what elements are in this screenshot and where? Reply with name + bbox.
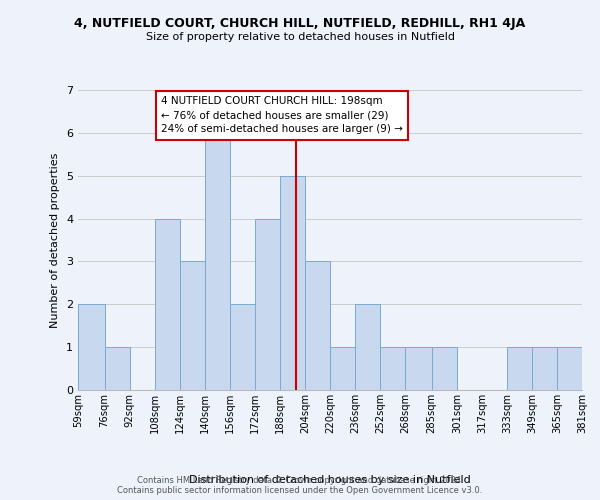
Bar — [155, 218, 180, 390]
Bar — [305, 262, 330, 390]
Bar — [532, 347, 557, 390]
Bar — [280, 176, 305, 390]
Bar — [104, 347, 130, 390]
Text: Contains HM Land Registry data © Crown copyright and database right 2024.: Contains HM Land Registry data © Crown c… — [137, 476, 463, 485]
Bar — [78, 304, 104, 390]
Text: Size of property relative to detached houses in Nutfield: Size of property relative to detached ho… — [146, 32, 455, 42]
Text: 4 NUTFIELD COURT CHURCH HILL: 198sqm
← 76% of detached houses are smaller (29)
2: 4 NUTFIELD COURT CHURCH HILL: 198sqm ← 7… — [161, 96, 403, 134]
Bar — [557, 347, 582, 390]
X-axis label: Distribution of detached houses by size in Nutfield: Distribution of detached houses by size … — [189, 475, 471, 485]
Text: 4, NUTFIELD COURT, CHURCH HILL, NUTFIELD, REDHILL, RH1 4JA: 4, NUTFIELD COURT, CHURCH HILL, NUTFIELD… — [74, 18, 526, 30]
Bar — [330, 347, 355, 390]
Y-axis label: Number of detached properties: Number of detached properties — [50, 152, 61, 328]
Bar — [230, 304, 255, 390]
Bar — [380, 347, 405, 390]
Bar — [180, 262, 205, 390]
Text: Contains public sector information licensed under the Open Government Licence v3: Contains public sector information licen… — [118, 486, 482, 495]
Bar — [255, 218, 280, 390]
Bar — [432, 347, 457, 390]
Bar — [355, 304, 380, 390]
Bar — [507, 347, 532, 390]
Bar — [205, 133, 230, 390]
Bar — [405, 347, 432, 390]
